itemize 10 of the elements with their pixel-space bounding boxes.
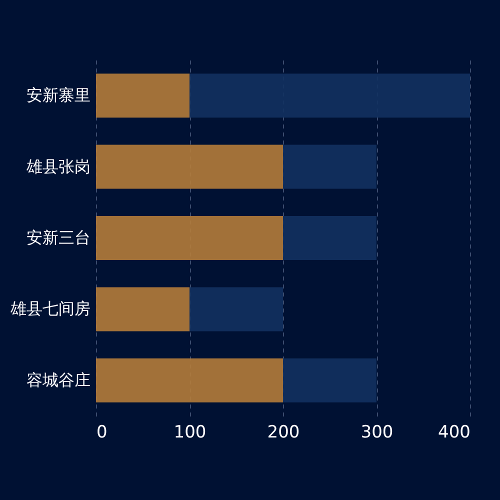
- x-tick-label: 0: [96, 422, 108, 442]
- y-tick-label: 雄县七间房: [10, 299, 90, 318]
- x-tick-label: 100: [174, 422, 206, 442]
- x-tick-label: 300: [360, 422, 394, 442]
- y-tick-label: 雄县张岗: [26, 156, 90, 176]
- y-tick-label: 容城谷庄: [26, 370, 90, 390]
- y-tick-label: 安新寨里: [26, 86, 90, 105]
- x-tick-label: 400: [438, 422, 470, 442]
- y-tick-label: 安新三台: [26, 228, 90, 247]
- x-tick-label: 200: [267, 422, 300, 442]
